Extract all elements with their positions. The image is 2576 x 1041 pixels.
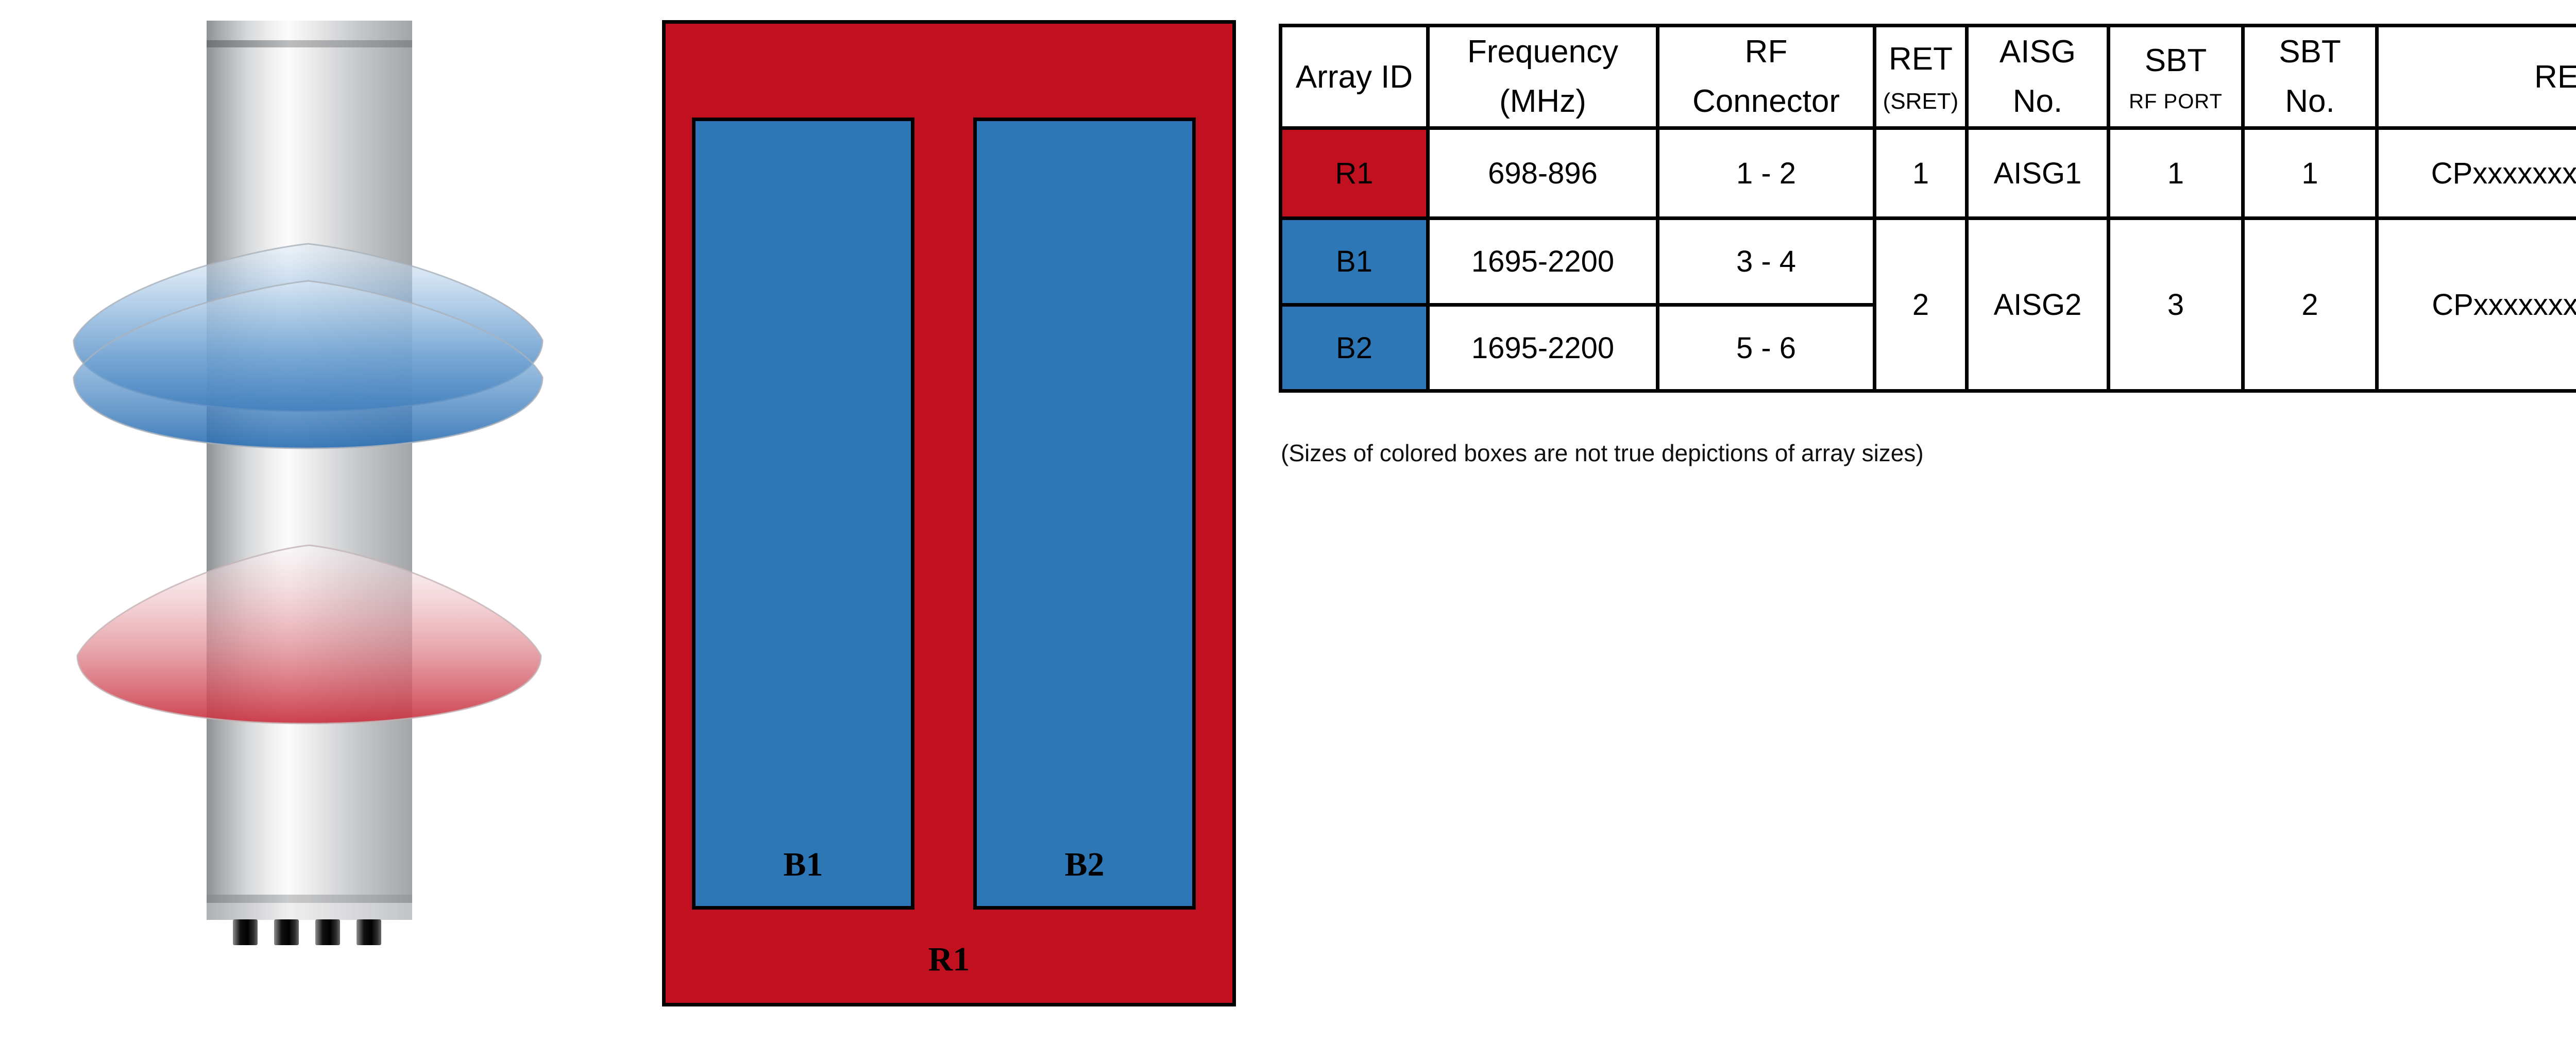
table-row-r1: R1 698-896 1 - 2 1 AISG1 1 1 CPxxxxxxxxx… (1279, 126, 2576, 221)
antenna-cylinder (207, 21, 412, 920)
cell-ret-uid-b: CPxxxxxxxxxxxxxxxxxB1 (2375, 216, 2576, 393)
header-frequency: Frequency (MHz) (1426, 23, 1659, 130)
blue-beam (73, 243, 544, 449)
cell-array-id-r1: R1 (1279, 126, 1430, 221)
table-row-b1: B1 1695-2200 3 - 4 2 AISG2 3 2 CPxxxxxxx… (1279, 216, 2576, 393)
table-header-row: Array ID Frequency (MHz) RF Connector RE… (1279, 23, 2576, 130)
header-array-id: Array ID (1279, 23, 1430, 130)
cell-rf-connector-b1: 3 - 4 (1656, 216, 1876, 307)
cell-rf-connector-r1: 1 - 2 (1656, 126, 1876, 221)
array-label-b2: B2 (1064, 846, 1105, 883)
cell-ret-r1: 1 (1873, 126, 1969, 221)
header-ret-uid: RET UID (2375, 23, 2576, 130)
antenna-connector-stubs (233, 919, 381, 945)
array-diagram-red-box: B1 B2 R1 (662, 20, 1236, 1006)
array-label-r1: R1 (928, 941, 970, 978)
cell-sbt-no-r1: 1 (2241, 126, 2379, 221)
header-ret-sret: RET (SRET) (1873, 23, 1969, 130)
header-sbt-no: SBT No. (2241, 23, 2379, 130)
cell-rf-connector-b2: 5 - 6 (1656, 303, 1876, 393)
cell-frequency-r1: 698-896 (1426, 126, 1659, 221)
array-spec-table: Array ID Frequency (MHz) RF Connector RE… (1279, 23, 2576, 393)
cell-array-id-b2: B2 (1279, 303, 1430, 393)
note-text: (Sizes of colored boxes are not true dep… (1281, 440, 1924, 466)
header-rf-connector: RF Connector (1656, 23, 1876, 130)
antenna-illustration (73, 21, 544, 945)
cell-aisg-b: AISG2 (1965, 216, 2110, 393)
header-aisg-no: AISG No. (1965, 23, 2110, 130)
cell-ret-uid-r1: CPxxxxxxxxxxxxxxxxxR1 (2375, 126, 2576, 221)
array-diagram-blue-box-b2: B2 (973, 117, 1196, 910)
cell-sbt-port-b: 3 (2107, 216, 2245, 393)
table-row-b2: B2 1695-2200 5 - 6 (1279, 303, 2576, 393)
cell-ret-b: 2 (1873, 216, 1969, 393)
cell-aisg-r1: AISG1 (1965, 126, 2110, 221)
array-diagram-blue-box-b1: B1 (692, 117, 914, 910)
header-sbt-rf-port: SBT RF PORT (2107, 23, 2245, 130)
cell-sbt-port-r1: 1 (2107, 126, 2245, 221)
array-label-b1: B1 (783, 846, 823, 883)
cell-array-id-b1: B1 (1279, 216, 1430, 307)
red-beam (76, 544, 542, 725)
cell-frequency-b1: 1695-2200 (1426, 216, 1659, 307)
cell-sbt-no-b: 2 (2241, 216, 2379, 393)
cell-frequency-b2: 1695-2200 (1426, 303, 1659, 393)
